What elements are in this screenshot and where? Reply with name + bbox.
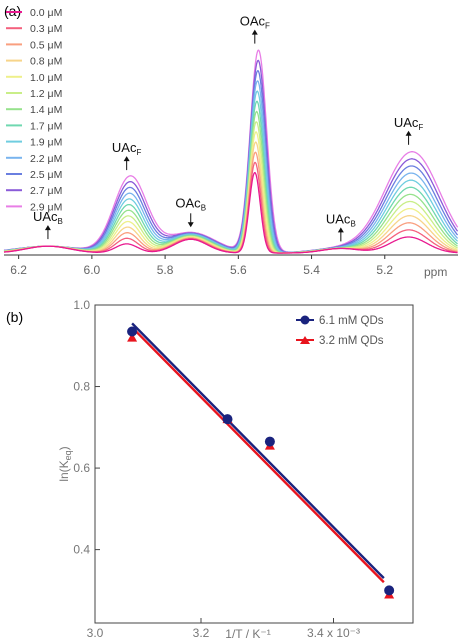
x-tick-label: 5.6 [230,263,247,277]
fit-line [131,326,385,584]
y-ticks: 0.4 0.6 0.8 1.0 [73,298,100,557]
legend-label: 1.7 μM [30,120,62,132]
legend-label: 0.5 μM [30,39,62,51]
legend-label: 0.3 μM [30,23,62,35]
data-point [264,436,275,447]
vant-hoff-panel: (b) 0.4 0.6 0.8 1.0 3.0 3.2 3.4 x 10⁻³ 6.1 mM… [6,298,414,641]
data-point [127,326,138,337]
x-tick-label: 5.4 [303,263,320,277]
nmr-spectra [3,49,459,254]
peak-arrow-head [123,156,130,162]
spectrum-line [4,90,459,254]
x-tick-label: 6.0 [84,263,101,277]
x-ticks: 3.0 3.2 3.4 x 10⁻³ [87,618,360,640]
peak-arrow-head [251,29,258,35]
legend-label: 0.8 μM [30,56,62,68]
legend-label: 1.0 μM [30,72,62,84]
peak-label: UAcF [112,140,142,157]
legend-label: 2.9 μM [30,201,62,213]
nmr-legend: 0.0 μM 0.3 μM 0.5 μM 0.8 μM 1.0 μM 1.2 μM 1.4 … [6,7,62,213]
legend-label: 0.0 μM [30,7,62,19]
legend-label: 3.2 mM QDs [319,335,384,347]
spectrum-line [3,110,458,254]
x-tick-label: 6.2 [10,263,27,277]
x-tick-label: 3.0 [87,626,104,640]
legend-label: 6.1 mM QDs [319,315,384,327]
peak-arrow-head [337,227,344,233]
legend-label: 2.5 μM [30,169,62,181]
nmr-panel: (a) 6.26.05.85.65.45.2 ppm 0.0 μM0.3 μM0… [3,3,459,279]
peak-label: OAcB [175,195,206,212]
legend-label: 1.9 μM [30,137,62,149]
x-tick-label: 5.2 [376,263,393,277]
fit-lines [131,322,385,584]
plot-frame [94,304,414,624]
legend-label: 1.4 μM [30,104,62,116]
y-axis-label: ln(Keq) [57,446,73,481]
peak-annotations: UAcB UAcF OAcB OAcF UAcB UAcF [33,14,423,242]
panel-label-b: (b) [6,309,23,325]
data-point [127,332,138,342]
peak-arrow-head [44,225,51,231]
spectrum-line [4,171,458,254]
nmr-x-axis-label: ppm [424,265,447,279]
fit-line [131,322,385,579]
nmr-x-ticks: 6.2 6.0 5.8 5.6 5.4 5.2 [10,255,393,277]
peak-label: UAcF [394,115,424,132]
data-point [384,585,395,596]
spectrum-line [4,49,459,253]
x-tick-label: 3.2 [193,626,210,640]
legend-marker [300,336,310,344]
y-tick-label: 0.4 [73,543,90,557]
scatter-legend: 6.1 mM QDs 3.2 mM QDs [296,315,384,347]
x-tick-label: 5.8 [157,263,174,277]
data-point [222,414,233,425]
legend-label: 2.2 μM [30,153,62,165]
y-tick-label: 0.6 [73,461,90,475]
y-tick-label: 1.0 [73,298,90,312]
y-tick-label: 0.8 [73,380,90,394]
spectrum-line [3,80,459,254]
peak-label: UAcB [33,209,63,226]
x-tick-label: 3.4 x 10⁻³ [307,626,360,640]
legend-marker [300,315,310,325]
legend-label: 2.7 μM [30,185,62,197]
legend-label: 1.2 μM [30,88,62,100]
peak-label: UAcB [326,211,356,228]
data-points [127,326,395,599]
peak-label: OAcF [240,14,270,31]
peak-arrow-head [187,222,194,228]
peak-arrow-head [405,130,412,136]
x-axis-label: 1/T / K⁻¹ [225,627,270,641]
